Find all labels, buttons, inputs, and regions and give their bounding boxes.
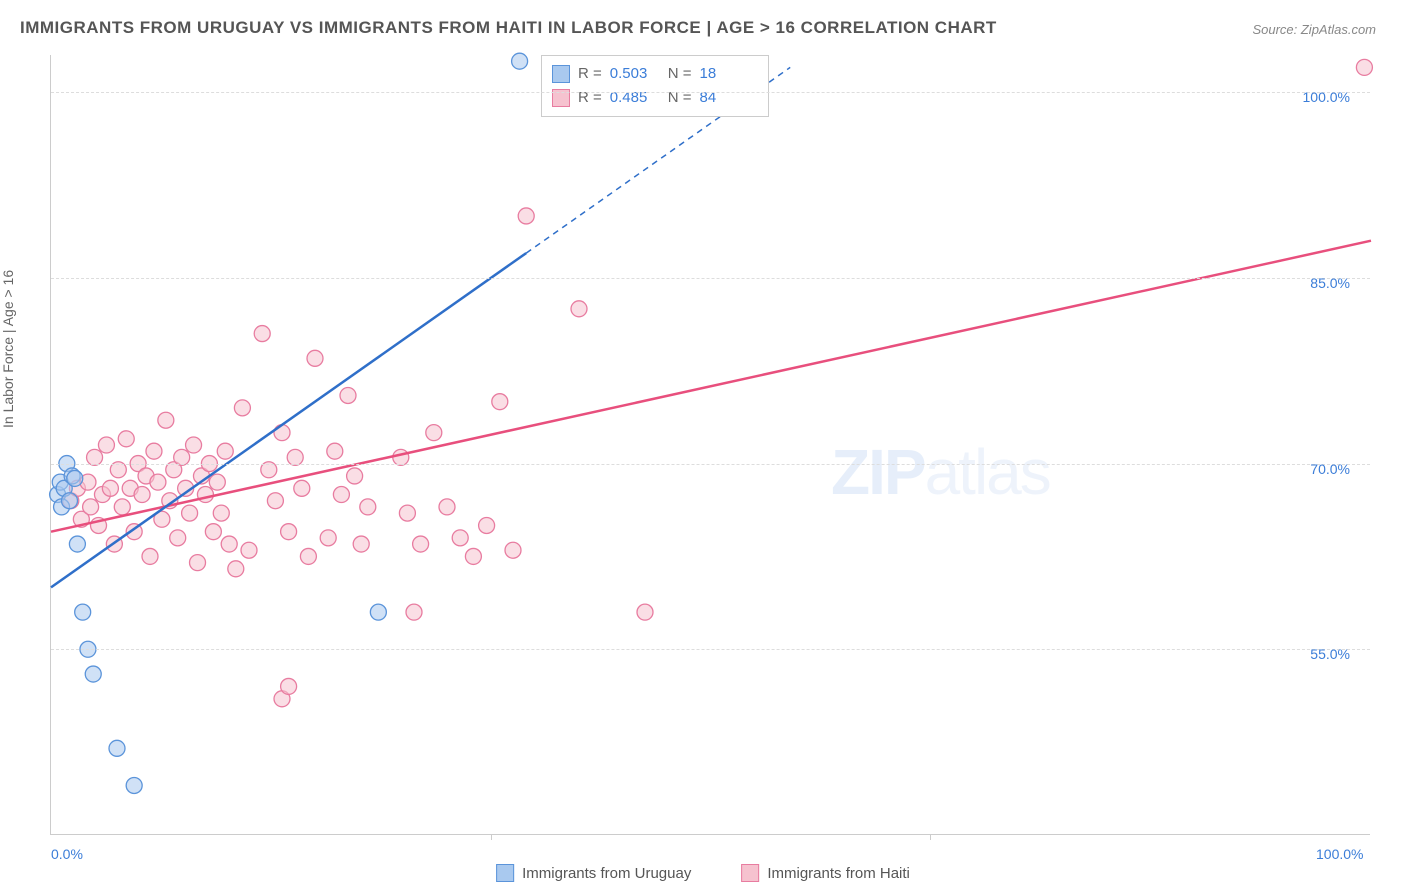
- data-point: [83, 499, 99, 515]
- data-point: [512, 53, 528, 69]
- data-point: [274, 425, 290, 441]
- data-point: [182, 505, 198, 521]
- data-point: [340, 387, 356, 403]
- plot-area: R = 0.503 N = 18 R = 0.485 N = 84 ZIPatl…: [50, 55, 1370, 835]
- data-point: [146, 443, 162, 459]
- data-point: [281, 678, 297, 694]
- data-point: [307, 350, 323, 366]
- legend-stats-row-2: R = 0.485 N = 84: [552, 86, 750, 110]
- data-point: [452, 530, 468, 546]
- data-point: [67, 470, 83, 486]
- y-tick-label: 85.0%: [1310, 275, 1350, 291]
- r-value-haiti: 0.485: [610, 86, 660, 110]
- data-point: [505, 542, 521, 558]
- x-minor-tick: [491, 834, 492, 840]
- data-point: [205, 524, 221, 540]
- x-tick-label: 100.0%: [1316, 846, 1363, 862]
- data-point: [370, 604, 386, 620]
- data-point: [426, 425, 442, 441]
- gridline-h: [51, 649, 1370, 650]
- data-point: [213, 505, 229, 521]
- r-value-uruguay: 0.503: [610, 62, 660, 86]
- x-tick-label: 0.0%: [51, 846, 83, 862]
- y-tick-label: 55.0%: [1310, 646, 1350, 662]
- legend-stats-box: R = 0.503 N = 18 R = 0.485 N = 84: [541, 55, 769, 117]
- legend-item-haiti: Immigrants from Haiti: [741, 864, 910, 882]
- data-point: [126, 777, 142, 793]
- chart-svg: [51, 55, 1370, 834]
- legend-swatch-uruguay: [552, 65, 570, 83]
- data-point: [1356, 59, 1372, 75]
- data-point: [637, 604, 653, 620]
- data-point: [221, 536, 237, 552]
- legend-label-uruguay: Immigrants from Uruguay: [522, 865, 691, 882]
- data-point: [69, 536, 85, 552]
- gridline-h: [51, 92, 1370, 93]
- data-point: [170, 530, 186, 546]
- data-point: [228, 561, 244, 577]
- r-label: R =: [578, 86, 602, 110]
- data-point: [300, 548, 316, 564]
- gridline-h: [51, 278, 1370, 279]
- data-point: [479, 517, 495, 533]
- bottom-legend: Immigrants from Uruguay Immigrants from …: [496, 864, 910, 882]
- data-point: [142, 548, 158, 564]
- data-point: [190, 555, 206, 571]
- data-point: [267, 493, 283, 509]
- data-point: [413, 536, 429, 552]
- data-point: [85, 666, 101, 682]
- n-label: N =: [668, 86, 692, 110]
- gridline-h: [51, 464, 1370, 465]
- data-point: [217, 443, 233, 459]
- data-point: [234, 400, 250, 416]
- data-point: [518, 208, 534, 224]
- legend-swatch-haiti-icon: [741, 864, 759, 882]
- data-point: [320, 530, 336, 546]
- data-point: [118, 431, 134, 447]
- legend-label-haiti: Immigrants from Haiti: [767, 865, 910, 882]
- data-point: [333, 487, 349, 503]
- data-point: [353, 536, 369, 552]
- n-value-uruguay: 18: [700, 62, 750, 86]
- data-point: [254, 326, 270, 342]
- y-tick-label: 100.0%: [1303, 89, 1350, 105]
- data-point: [241, 542, 257, 558]
- x-minor-tick: [930, 834, 931, 840]
- n-value-haiti: 84: [700, 86, 750, 110]
- data-point: [134, 487, 150, 503]
- data-point: [75, 604, 91, 620]
- trend-line: [51, 241, 1371, 532]
- data-point: [102, 480, 118, 496]
- data-point: [109, 740, 125, 756]
- legend-swatch-uruguay-icon: [496, 864, 514, 882]
- data-point: [158, 412, 174, 428]
- data-point: [360, 499, 376, 515]
- data-point: [114, 499, 130, 515]
- legend-stats-row-1: R = 0.503 N = 18: [552, 62, 750, 86]
- data-point: [406, 604, 422, 620]
- data-point: [492, 394, 508, 410]
- data-point: [186, 437, 202, 453]
- y-tick-label: 70.0%: [1310, 461, 1350, 477]
- data-point: [61, 493, 77, 509]
- data-point: [465, 548, 481, 564]
- data-point: [281, 524, 297, 540]
- data-point: [347, 468, 363, 484]
- source-attribution: Source: ZipAtlas.com: [1252, 22, 1376, 37]
- data-point: [439, 499, 455, 515]
- chart-title: IMMIGRANTS FROM URUGUAY VS IMMIGRANTS FR…: [20, 18, 997, 38]
- data-point: [150, 474, 166, 490]
- data-point: [399, 505, 415, 521]
- chart-container: IMMIGRANTS FROM URUGUAY VS IMMIGRANTS FR…: [0, 0, 1406, 892]
- data-point: [571, 301, 587, 317]
- data-point: [294, 480, 310, 496]
- n-label: N =: [668, 62, 692, 86]
- legend-item-uruguay: Immigrants from Uruguay: [496, 864, 691, 882]
- data-point: [209, 474, 225, 490]
- y-axis-label: In Labor Force | Age > 16: [0, 270, 16, 428]
- data-point: [98, 437, 114, 453]
- data-point: [327, 443, 343, 459]
- r-label: R =: [578, 62, 602, 86]
